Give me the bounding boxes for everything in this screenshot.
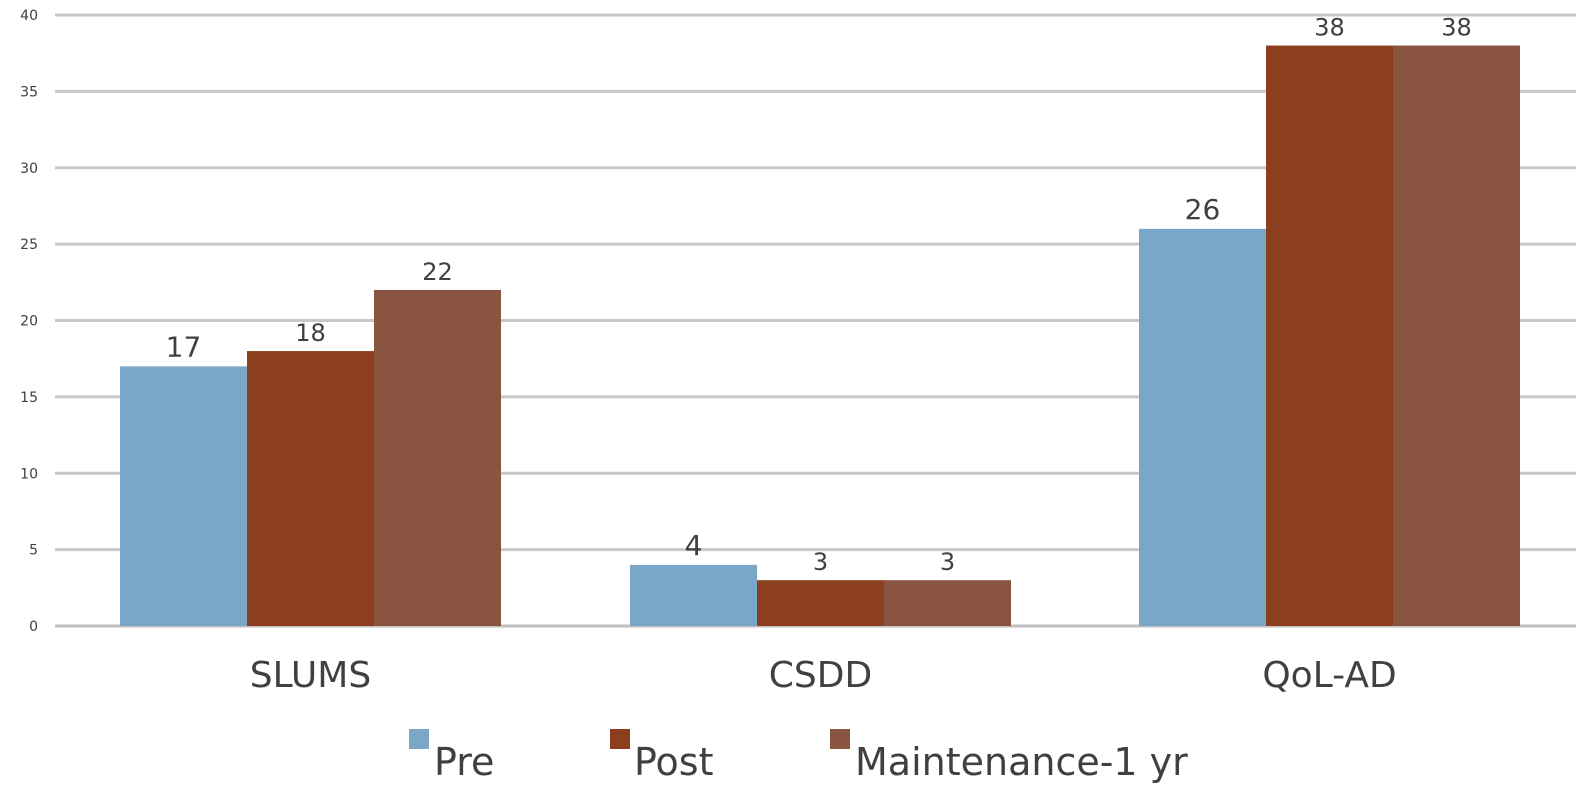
y-tick-label: 0 (29, 619, 38, 635)
bar-slums-series-2 (374, 289, 501, 626)
data-label: 3 (940, 548, 955, 576)
bar-csdd-series-0 (630, 564, 757, 626)
y-tick-label: 30 (20, 161, 38, 177)
data-label: 38 (1441, 14, 1472, 42)
legend-swatch (830, 729, 850, 749)
bar-csdd-series-1 (757, 580, 884, 626)
data-label: 17 (166, 330, 202, 363)
legend-label: Post (634, 740, 714, 784)
x-tick-label: CSDD (769, 655, 872, 696)
y-tick-label: 10 (20, 466, 38, 482)
data-label: 26 (1185, 193, 1221, 226)
y-axis-ticks: 0 5 10 15 20 25 30 35 40 (20, 8, 38, 635)
bar-qol-ad-series-0 (1139, 228, 1266, 626)
data-label: 38 (1314, 14, 1345, 42)
bars (120, 45, 1520, 627)
bar-slums-series-0 (120, 366, 247, 626)
bar-slums-series-1 (247, 351, 374, 626)
y-tick-label: 40 (20, 8, 38, 24)
legend-swatch (610, 729, 630, 749)
legend-swatch (409, 729, 429, 749)
y-tick-label: 5 (29, 543, 38, 559)
bar-csdd-series-2 (884, 580, 1011, 626)
data-label: 18 (295, 319, 326, 347)
legend-label: Maintenance-1 yr (855, 740, 1188, 784)
y-tick-label: 20 (20, 314, 38, 330)
bar-qol-ad-series-1 (1266, 45, 1393, 627)
x-tick-label: QoL-AD (1262, 655, 1396, 696)
y-tick-label: 35 (20, 84, 38, 100)
data-label: 3 (813, 548, 828, 576)
legend: Pre Post Maintenance-1 yr (409, 729, 1188, 784)
y-tick-label: 25 (20, 237, 38, 253)
data-label: 4 (685, 529, 703, 562)
data-labels: 17 18 22 4 3 3 26 38 38 (166, 14, 1472, 577)
x-axis-ticks: SLUMS CSDD QoL-AD (250, 655, 1397, 696)
bar-qol-ad-series-2 (1393, 45, 1520, 627)
x-tick-label: SLUMS (250, 655, 371, 696)
data-label: 22 (422, 258, 453, 286)
y-tick-label: 15 (20, 390, 38, 406)
legend-label: Pre (434, 740, 494, 784)
